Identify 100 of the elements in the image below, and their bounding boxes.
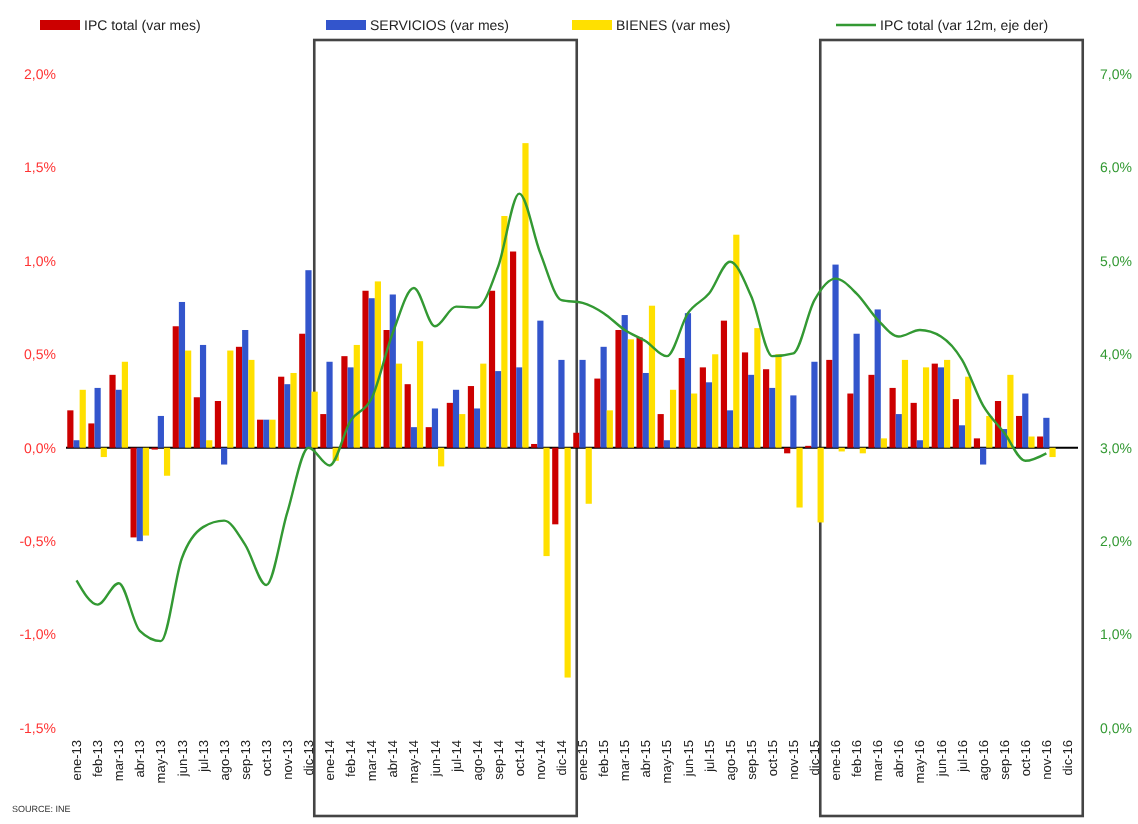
bar xyxy=(206,440,213,448)
bar xyxy=(832,264,839,448)
bar xyxy=(594,378,601,448)
bar xyxy=(678,358,685,448)
bar xyxy=(290,372,297,448)
bar xyxy=(922,367,930,448)
bar xyxy=(1007,374,1014,448)
bar xyxy=(669,389,677,448)
bar xyxy=(952,399,959,448)
bar xyxy=(284,384,291,448)
bar xyxy=(501,216,508,448)
bar xyxy=(163,447,171,476)
bar xyxy=(691,393,698,448)
bar xyxy=(994,401,1002,448)
bar xyxy=(600,346,607,448)
bar xyxy=(880,438,887,448)
bar xyxy=(895,414,902,448)
line-series xyxy=(75,192,1048,643)
bar xyxy=(931,363,938,448)
bar xyxy=(235,346,243,448)
bar xyxy=(1028,436,1035,448)
bar xyxy=(1043,417,1050,448)
bar xyxy=(874,309,881,448)
bar xyxy=(817,447,824,523)
bar xyxy=(636,337,643,448)
bar xyxy=(94,387,101,448)
bar xyxy=(474,408,481,448)
bar xyxy=(257,419,264,448)
bar xyxy=(510,251,517,448)
bar xyxy=(79,389,86,448)
bar xyxy=(404,384,411,448)
bar xyxy=(1037,436,1044,448)
bar xyxy=(130,447,137,538)
bar xyxy=(115,389,122,448)
bar xyxy=(248,359,255,448)
bar xyxy=(552,447,559,525)
bar xyxy=(937,367,945,448)
bar xyxy=(67,410,74,448)
bar xyxy=(425,427,432,448)
bar xyxy=(431,408,439,448)
bar xyxy=(965,376,972,448)
bar xyxy=(311,391,318,448)
bar xyxy=(980,447,987,465)
bar xyxy=(353,344,360,448)
bar xyxy=(775,354,782,448)
bar xyxy=(986,415,993,448)
bar xyxy=(727,410,734,448)
bar xyxy=(811,361,818,448)
bar xyxy=(100,447,107,458)
bar xyxy=(973,438,981,448)
bar xyxy=(142,447,150,536)
bar xyxy=(741,352,749,448)
bar xyxy=(826,359,833,448)
bar xyxy=(227,350,234,448)
bar xyxy=(452,389,460,448)
bar xyxy=(488,290,496,448)
bar xyxy=(121,361,128,448)
bar xyxy=(916,440,923,448)
bar xyxy=(1022,393,1029,448)
bar xyxy=(564,447,571,678)
bar xyxy=(958,425,966,448)
bar xyxy=(73,440,80,448)
bar xyxy=(438,447,445,467)
bar xyxy=(853,333,860,448)
bar xyxy=(705,382,713,448)
bar xyxy=(362,290,369,448)
bar xyxy=(185,350,192,448)
bar xyxy=(585,447,592,504)
bar xyxy=(1049,447,1056,458)
bar xyxy=(579,359,586,448)
bar xyxy=(221,447,228,465)
bar xyxy=(347,367,354,448)
bar xyxy=(733,234,740,448)
bar xyxy=(389,294,396,448)
bar xyxy=(910,402,917,448)
bar xyxy=(944,359,951,448)
bar xyxy=(1016,415,1023,448)
bar xyxy=(467,386,475,448)
bar xyxy=(522,143,529,448)
bar xyxy=(383,329,390,448)
bar xyxy=(495,371,502,448)
bar xyxy=(263,419,270,448)
bar xyxy=(278,376,285,448)
bar xyxy=(615,329,622,448)
bar xyxy=(341,356,348,448)
bar xyxy=(627,339,634,448)
bar xyxy=(242,329,249,448)
bar xyxy=(326,361,333,448)
bar xyxy=(214,401,222,448)
bar xyxy=(193,397,200,448)
bar xyxy=(558,359,565,448)
bar xyxy=(889,387,896,448)
bar xyxy=(368,298,375,448)
bar xyxy=(790,395,797,448)
bar xyxy=(374,281,381,448)
bar xyxy=(606,410,613,448)
bar xyxy=(648,305,656,448)
bar xyxy=(459,414,466,448)
bar xyxy=(320,414,327,448)
bar xyxy=(769,387,776,448)
